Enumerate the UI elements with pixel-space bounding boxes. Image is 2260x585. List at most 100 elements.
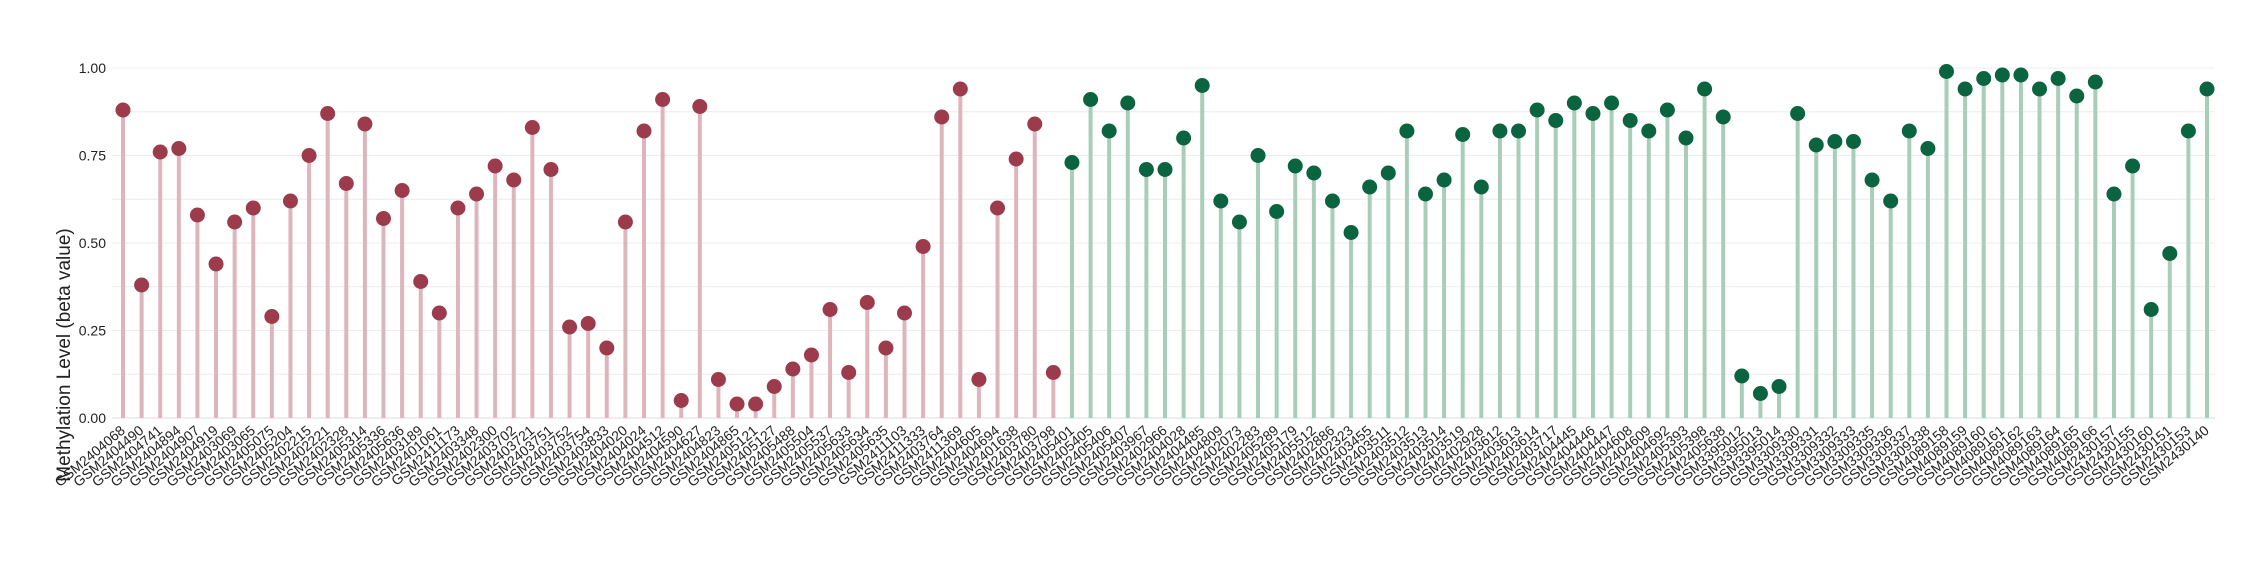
lollipop-dot [841,365,856,380]
lollipop-dot [1381,166,1396,181]
lollipop-dot [1567,96,1582,111]
lollipop-dot [599,341,614,356]
lollipop-dot [2181,124,2196,139]
lollipop-dot [953,82,968,97]
lollipop-dot [1064,155,1079,170]
lollipop-dot [1288,159,1303,174]
lollipop-dot [711,372,726,387]
lollipop-dot [581,316,596,331]
lollipop-dot [469,187,484,202]
lollipop-dot [1958,82,1973,97]
lollipop-dot [2069,89,2084,104]
lollipop-dot [1418,187,1433,202]
lollipop-dot [1865,173,1880,188]
lollipop-dot [246,201,261,216]
lollipop-dot [264,309,279,324]
lollipop-dot [860,295,875,310]
y-tick-label: 0.00 [79,410,106,426]
lollipop-dot [804,348,819,363]
lollipop-dot [878,341,893,356]
lollipop-dot [339,176,354,191]
y-tick-label: 0.75 [79,148,106,164]
lollipop-dot [395,183,410,198]
lollipop-dot [543,162,558,177]
lollipop-dot [1102,124,1117,139]
lollipop-dot [1530,103,1545,118]
lollipop-dot [897,306,912,321]
lollipop-dot [767,379,782,394]
lollipop-dot [450,201,465,216]
lollipop-dot [1120,96,1135,111]
lollipop-dot [1827,134,1842,149]
lollipop-dot [1846,134,1861,149]
lollipop-dot [1176,131,1191,146]
lollipop-dot [692,99,707,114]
lollipop-dot [971,372,986,387]
lollipop-dot [1809,138,1824,153]
lollipop-dot [1790,106,1805,121]
lollipop-dot [748,397,763,412]
lollipop-dot [1920,141,1935,156]
lollipop-dot [209,257,224,272]
lollipop-dot [1325,194,1340,209]
y-tick-label: 1.00 [79,60,106,76]
lollipop-dot [1362,180,1377,195]
lollipop-stems [123,72,2207,419]
lollipop-dot [1251,148,1266,163]
lollipop-dot [488,159,503,174]
lollipop-dot [1641,124,1656,139]
lollipop-dot [190,208,205,223]
lollipop-dot [2088,75,2103,90]
lollipop-dot [1995,68,2010,83]
lollipop-dot [413,274,428,289]
lollipop-dot [1734,369,1749,384]
lollipop-dot [1772,379,1787,394]
lollipop-dot [1046,365,1061,380]
lollipop-dot [1437,173,1452,188]
lollipop-dot [1697,82,1712,97]
lollipop-dot [1232,215,1247,230]
lollipop-dot [116,103,131,118]
lollipop-dot [134,278,149,293]
y-tick-label: 0.25 [79,323,106,339]
lollipop-dot [525,120,540,135]
x-axis-ticks: GSM2404068GSM2404490GSM2404741GSM2404894… [51,422,2212,490]
lollipop-dot [1492,124,1507,139]
lollipop-dot [1027,117,1042,132]
lollipop-dot [618,215,633,230]
lollipop-dot [320,106,335,121]
lollipop-dot [2013,68,2028,83]
lollipop-dot [1548,113,1563,128]
lollipop-dot [2032,82,2047,97]
lollipop-dot [730,397,745,412]
lollipop-dot [1623,113,1638,128]
lollipop-dot [1902,124,1917,139]
lollipop-dot [562,320,577,335]
lollipop-dot [1585,106,1600,121]
lollipop-dot [1306,166,1321,181]
lollipop-dot [1883,194,1898,209]
lollipop-dot [283,194,298,209]
lollipop-dot [1213,194,1228,209]
lollipop-dot [1753,386,1768,401]
lollipop-dot [655,92,670,107]
lollipop-dot [2106,187,2121,202]
lollipop-dot [2125,159,2140,174]
y-tick-label: 0.50 [79,235,106,251]
lollipop-dot [2162,246,2177,261]
lollipop-dot [1083,92,1098,107]
lollipop-dot [1158,162,1173,177]
lollipop-dot [506,173,521,188]
lollipop-dot [376,211,391,226]
lollipop-dot [1139,162,1154,177]
lollipop-dot [1269,204,1284,219]
lollipop-dot [1716,110,1731,125]
lollipop-dot [302,148,317,163]
lollipop-dot [2200,82,2215,97]
lollipop-dot [1660,103,1675,118]
y-axis-label: Methylation Level (beta value) [54,228,75,481]
lollipop-dot [1399,124,1414,139]
lollipop-dot [823,302,838,317]
lollipop-dot [1009,152,1024,167]
